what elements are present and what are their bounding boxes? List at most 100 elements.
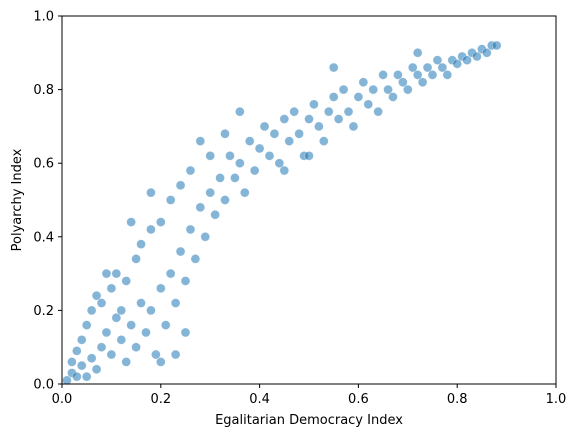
y-axis-label: Polyarchy Index xyxy=(10,148,25,251)
data-point xyxy=(205,151,215,161)
data-point xyxy=(393,70,403,80)
x-axis-label: Egalitarian Democracy Index xyxy=(215,413,403,428)
data-point xyxy=(412,47,423,58)
data-point xyxy=(442,70,453,80)
data-point xyxy=(121,276,132,286)
data-point xyxy=(131,254,141,264)
data-point xyxy=(417,77,428,88)
x-tick-label: 0.4 xyxy=(249,392,270,407)
y-tick-label: 0.4 xyxy=(33,230,54,245)
data-point xyxy=(86,353,97,364)
y-tick-label: 0.0 xyxy=(33,378,54,393)
data-point xyxy=(235,158,245,168)
data-point xyxy=(205,187,215,198)
data-point xyxy=(111,312,122,323)
data-point xyxy=(170,349,181,360)
data-point xyxy=(156,217,166,227)
data-point xyxy=(195,136,206,146)
data-point xyxy=(116,305,127,316)
data-point xyxy=(76,335,87,345)
data-point xyxy=(309,99,319,110)
data-point xyxy=(304,151,314,161)
data-point xyxy=(86,305,97,316)
data-point xyxy=(116,335,127,345)
data-point xyxy=(200,232,211,242)
data-point xyxy=(180,276,191,286)
data-point xyxy=(363,99,374,110)
data-point xyxy=(230,173,240,183)
data-point xyxy=(284,136,295,146)
data-point xyxy=(106,283,117,294)
data-point xyxy=(160,320,171,330)
data-point xyxy=(368,84,379,95)
data-point xyxy=(462,55,472,65)
data-point xyxy=(126,320,136,330)
data-point xyxy=(304,114,314,124)
data-point xyxy=(67,357,77,367)
y-tick-label: 0.8 xyxy=(33,83,54,98)
points-layer xyxy=(62,40,502,386)
data-point xyxy=(91,290,102,301)
data-point xyxy=(427,70,438,80)
y-tick-label: 1.0 xyxy=(33,10,54,25)
data-point xyxy=(378,70,388,80)
data-point xyxy=(81,320,92,330)
x-tick-label: 0.8 xyxy=(447,392,468,407)
data-point xyxy=(136,239,146,249)
data-point xyxy=(76,360,87,371)
data-point xyxy=(348,121,359,132)
data-point xyxy=(388,92,398,102)
data-point xyxy=(328,92,339,102)
data-point xyxy=(437,62,448,73)
data-point xyxy=(170,298,181,308)
y-tick-label: 0.6 xyxy=(33,157,54,172)
data-point xyxy=(141,327,151,338)
data-point xyxy=(175,180,186,191)
x-tick-label: 0.2 xyxy=(150,392,171,407)
data-point xyxy=(333,114,344,124)
data-point xyxy=(319,136,329,146)
data-point xyxy=(323,106,334,117)
data-point xyxy=(220,195,230,205)
data-point xyxy=(358,77,369,88)
data-point xyxy=(254,143,265,154)
data-point xyxy=(185,165,196,176)
data-point xyxy=(279,165,290,176)
data-point xyxy=(328,62,339,73)
data-point xyxy=(151,349,161,360)
data-point xyxy=(338,84,349,95)
x-tick-label: 0.0 xyxy=(52,392,73,407)
data-point xyxy=(482,47,492,58)
data-point xyxy=(185,224,196,235)
data-point xyxy=(72,371,82,382)
data-point xyxy=(121,357,132,367)
plot-frame xyxy=(61,15,557,385)
data-point xyxy=(106,349,117,360)
data-point xyxy=(111,268,122,279)
data-point xyxy=(72,346,82,356)
data-point xyxy=(343,106,354,117)
data-point xyxy=(165,268,176,279)
ticks-layer: 0.0 0.2 0.4 0.6 0.8 1.0 0.0 0.2 0.4 0.6 0.8 1.0 xyxy=(33,10,566,408)
data-point xyxy=(165,195,176,205)
data-point xyxy=(101,327,112,338)
data-point xyxy=(274,158,285,168)
data-point xyxy=(294,128,304,139)
data-point xyxy=(156,283,166,294)
data-point xyxy=(215,173,225,183)
data-point xyxy=(269,128,280,139)
data-point xyxy=(452,59,463,69)
data-point xyxy=(220,128,230,139)
data-point xyxy=(180,327,191,338)
data-point xyxy=(136,298,146,308)
data-point xyxy=(146,224,156,235)
data-point xyxy=(472,51,482,62)
data-point xyxy=(353,92,364,102)
data-point xyxy=(264,151,275,161)
data-point xyxy=(91,364,102,375)
data-point xyxy=(373,106,383,117)
data-point xyxy=(249,165,260,176)
data-point xyxy=(407,62,418,73)
x-tick-label: 0.6 xyxy=(348,392,369,407)
